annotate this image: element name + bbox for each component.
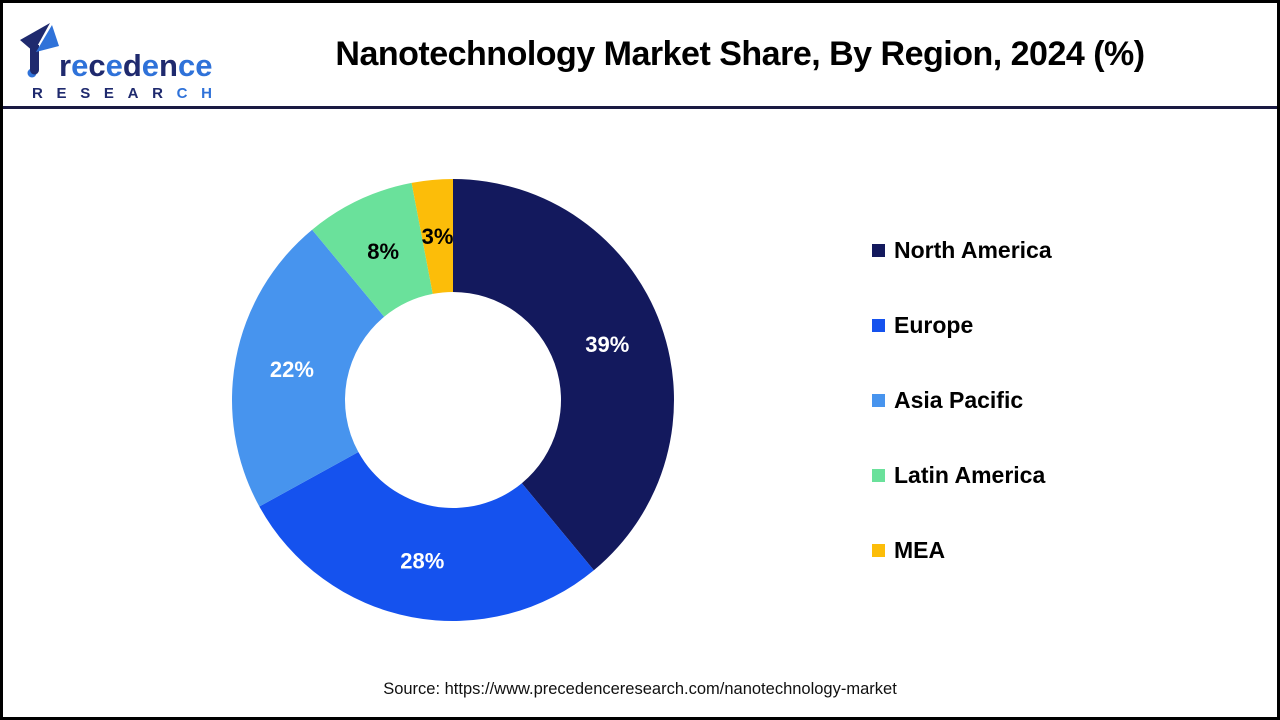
brand-subtitle-letter: A [127, 85, 139, 102]
slice-value-label-mea: 3% [422, 224, 454, 249]
brand-name: recedence [59, 47, 213, 83]
slice-value-label-north-america: 39% [585, 332, 629, 357]
legend-label-mea: MEA [894, 536, 946, 563]
slice-value-label-asia-pacific: 22% [270, 357, 314, 382]
legend-item-asia-pacific: Asia Pacific [872, 386, 1052, 413]
brand-letter: n [159, 47, 178, 83]
brand-letter: e [71, 47, 89, 83]
logo-brand-row: recedence [19, 23, 249, 81]
legend-label-north-america: North America [894, 236, 1052, 263]
legend-label-asia-pacific: Asia Pacific [894, 386, 1024, 413]
donut-slice-asia-pacific [232, 229, 385, 507]
brand-letter: e [141, 47, 160, 83]
legend-swatch-latin-america [872, 468, 885, 482]
donut-slice-latin-america [312, 182, 433, 317]
brand-letter: e [105, 47, 123, 83]
legend-item-latin-america: Latin America [872, 461, 1052, 488]
brand-letter: c [88, 47, 106, 83]
legend: North America Europe Asia Pacific Latin Ame… [872, 236, 1052, 563]
legend-swatch-europe [872, 318, 885, 332]
brand-subtitle-letter: E [56, 85, 67, 102]
legend-swatch-mea [872, 543, 885, 557]
legend-item-europe: Europe [872, 311, 1052, 338]
brand-letter: c [177, 47, 196, 83]
brand-letter: r [59, 47, 72, 83]
brand-letter: e [195, 47, 213, 83]
legend-item-mea: MEA [872, 536, 1052, 563]
chart-title: Nanotechnology Market Share, By Region, … [335, 35, 1145, 73]
brand-subtitle-letter: E [103, 85, 114, 102]
donut-slice-north-america [453, 179, 674, 571]
brand-subtitle-letter: R [32, 85, 43, 102]
slice-value-label-latin-america: 8% [367, 239, 399, 264]
source-text: Source: https://www.precedenceresearch.c… [383, 680, 897, 698]
slice-value-label-europe: 28% [400, 549, 444, 574]
paper-plane-logo-icon [20, 23, 59, 78]
legend-item-north-america: North America [872, 236, 1052, 263]
brand-subtitle-letter: R [152, 85, 163, 102]
brand-subtitle-letter: S [80, 85, 91, 102]
donut-slice-mea [411, 179, 453, 294]
brand-subtitle-letter: H [201, 85, 212, 102]
header-divider [3, 106, 1277, 109]
brand-letter: d [122, 47, 142, 83]
donut-chart: 39% 28% 22% 8% 3% [232, 179, 674, 621]
legend-label-latin-america: Latin America [894, 461, 1046, 488]
donut-slice-europe [259, 452, 594, 621]
legend-swatch-north-america [872, 243, 885, 257]
legend-label-europe: Europe [894, 311, 974, 338]
brand-subtitle-letter: C [176, 85, 188, 102]
legend-swatch-asia-pacific [872, 393, 885, 407]
